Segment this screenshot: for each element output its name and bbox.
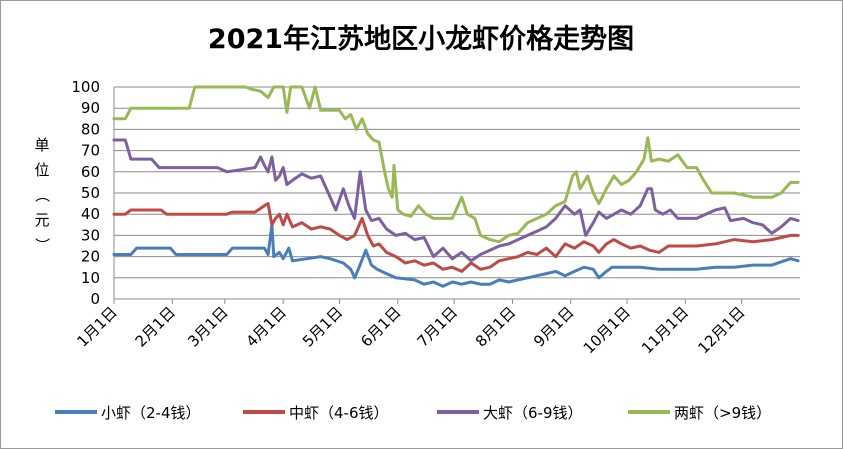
- x-tick-label: 12月1日: [694, 303, 748, 357]
- y-tick-label: 10: [81, 269, 100, 287]
- series-line-2: [112, 202, 800, 273]
- legend: 小虾（2-4钱） 中虾（4-6钱） 大虾（6-9钱） 两虾（>9钱）: [55, 404, 771, 422]
- y-tick-label: 50: [81, 184, 100, 202]
- y-axis-label: 单位 （ 元 ）: [33, 136, 51, 253]
- y-axis-label-char: ）: [33, 237, 51, 252]
- y-tick-label: 20: [81, 248, 100, 266]
- x-tick-label: 4月1日: [243, 303, 290, 350]
- x-tick-label: 9月1日: [530, 303, 577, 350]
- legend-label: 大虾（6-9钱）: [483, 404, 583, 422]
- legend-label: 两虾（>9钱）: [674, 404, 771, 422]
- y-tick-label: 40: [81, 205, 100, 223]
- y-tick-label: 30: [81, 226, 100, 244]
- y-tick-label: 90: [81, 99, 100, 117]
- series-line-3: [112, 138, 800, 263]
- x-tick-label: 5月1日: [299, 303, 346, 350]
- y-axis-label-char: 元: [34, 211, 49, 229]
- x-tick-label: 6月1日: [357, 303, 404, 350]
- x-tick-label: 2月1日: [132, 303, 179, 350]
- y-axis-label-char: 单: [34, 136, 49, 154]
- series-line-4: [112, 85, 800, 244]
- y-tick-label: 60: [81, 163, 100, 181]
- x-tick-label: 3月1日: [184, 303, 231, 350]
- legend-label: 小虾（2-4钱）: [101, 404, 201, 422]
- y-axis-label-char: （: [33, 187, 51, 202]
- series-lines: [112, 85, 800, 288]
- x-tick-label: 11月1日: [638, 303, 692, 357]
- x-tick-label: 7月1日: [414, 303, 461, 350]
- x-tick-label: 1月1日: [73, 303, 120, 350]
- chart-title: 2021年江苏地区小龙虾价格走势图: [208, 23, 634, 55]
- legend-label: 中虾（4-6钱）: [289, 404, 389, 422]
- y-tick-label: 70: [81, 142, 100, 160]
- y-tick-label: 100: [71, 78, 100, 96]
- series-line-1: [112, 223, 800, 288]
- y-axis-label-char: 位: [34, 161, 49, 179]
- y-tick-label: 80: [81, 120, 100, 138]
- x-tick-label: 8月1日: [472, 303, 519, 350]
- y-tick-label: 0: [90, 290, 100, 308]
- gridlines: [114, 86, 800, 279]
- x-tick-label: 10月1日: [580, 303, 634, 357]
